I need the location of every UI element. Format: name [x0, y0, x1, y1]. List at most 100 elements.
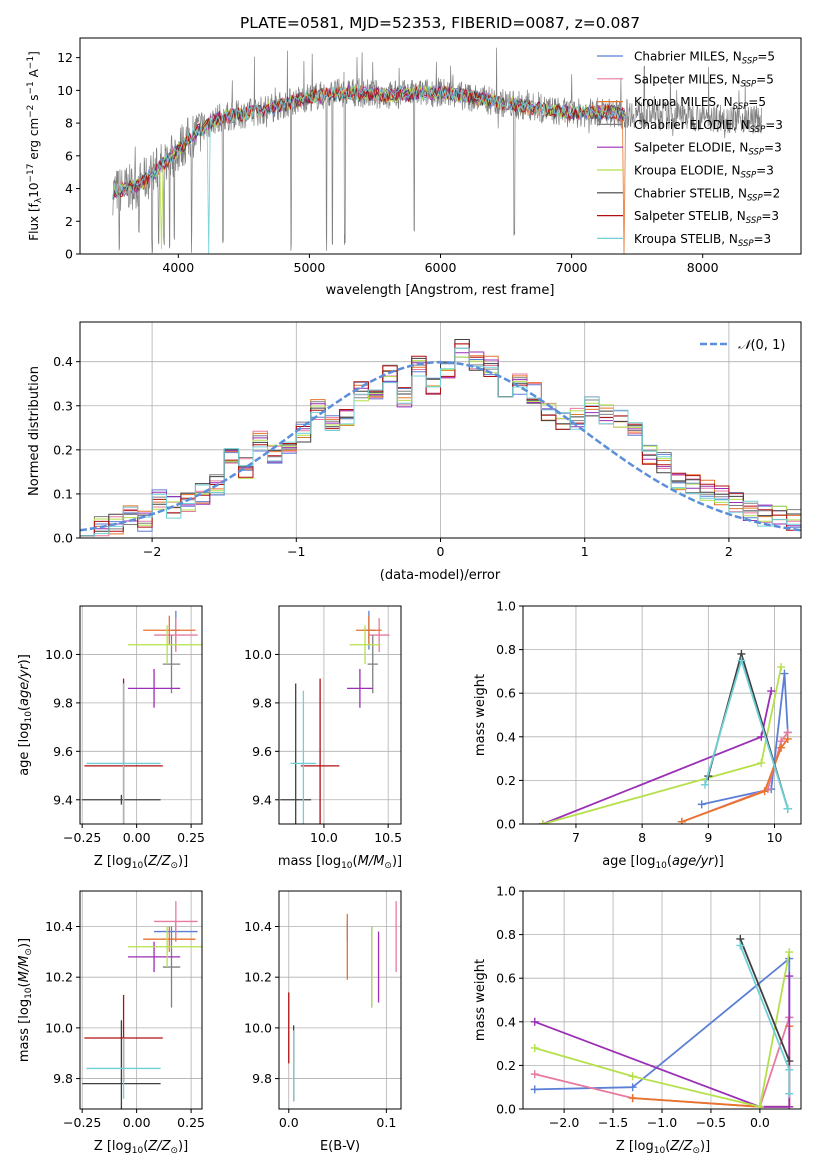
y-tick-label: 10.0	[45, 1020, 73, 1035]
legend-label: Chabrier MILES, NSSP=5	[634, 50, 775, 67]
errorbar-salpeter-elodie	[347, 668, 373, 708]
weight-line	[739, 938, 791, 1062]
y-tick-label: 4	[65, 181, 73, 196]
plot-marks	[82, 901, 202, 1109]
y-tick-label: 0.4	[496, 729, 516, 744]
weight-line	[739, 945, 791, 1094]
x-tick-label: 10.0	[310, 830, 338, 845]
plot-marks	[530, 934, 794, 1109]
residual-histogram-kroupa-stelib	[80, 347, 801, 537]
x-tick-label: 4000	[162, 260, 194, 275]
weight-series-chabrier-miles	[697, 669, 792, 809]
errorbar-salpeter-miles	[368, 618, 390, 653]
y-tick-label: 0.2	[496, 1058, 516, 1073]
y-tick-label: 9.8	[53, 695, 73, 710]
weight-point-marker	[628, 1072, 637, 1081]
errorbar-kroupa-elodie	[127, 625, 202, 665]
spectrum-xlabel: wavelength [Angstrom, rest frame]	[326, 283, 555, 298]
weight-series-kroupa-miles	[677, 734, 792, 824]
legend-label: Salpeter MILES, NSSP=5	[634, 72, 774, 89]
y-tick-label: 0.1	[53, 486, 73, 501]
errorbar-salpeter-miles	[154, 901, 198, 942]
errorbar-kroupa-miles	[143, 615, 196, 645]
y-tick-label: 0.8	[496, 642, 516, 657]
gridlines	[80, 606, 202, 824]
legend-label: Chabrier STELIB, NSSP=2	[634, 186, 780, 203]
axes-frame	[79, 890, 203, 1110]
x-tick-label: 2	[725, 544, 733, 559]
errorbar-kroupa-stelib	[290, 690, 317, 824]
axes-spines	[79, 605, 203, 825]
errorbar-kroupa-miles	[143, 926, 196, 952]
age-vs-mass-panel: 10.0 10.5 9.4 9.6 9.8 10.0	[244, 605, 402, 845]
weight-vs-metallicity-panel: −2.0 −1.5 −1.0 −0.5 0.0 0.0 0.2 0.4 0.6 0.8 1.0	[496, 884, 802, 1131]
gridlines	[279, 606, 401, 824]
ticks: −2 −1 0 1 2 0.0 0.1 0.2 0.3 0.4	[53, 354, 733, 559]
y-tick-label: 10.0	[244, 647, 272, 662]
errorbar-kroupa-stelib	[86, 1038, 161, 1099]
y-tick-label: 9.8	[252, 1071, 272, 1086]
y-tick-label: 10.2	[244, 970, 272, 985]
y-tick-label: 9.4	[252, 792, 272, 807]
x-tick-label: −0.5	[696, 1115, 726, 1130]
weight-point-marker	[628, 1083, 637, 1092]
age-ylabel-left: age [log10(age/yr)]	[17, 654, 34, 776]
x-tick-label: −0.25	[63, 1115, 101, 1130]
weight-vs-metallicity-xlabel: Z [log10(Z/Z⊙)]	[616, 1139, 710, 1156]
axes-spines	[278, 605, 402, 825]
ticks: 7 8 9 10 0.0 0.2 0.4 0.6 0.8 1.0	[496, 599, 782, 846]
weight-line	[701, 673, 789, 806]
ticks: 10.0 10.5 9.4 9.6 9.8 10.0	[244, 647, 402, 845]
weight-point-marker	[736, 941, 745, 950]
age-vs-metallicity-xlabel: Z [log10(Z/Z⊙)]	[94, 854, 188, 871]
y-tick-label: 10.0	[244, 1020, 272, 1035]
weight-point-marker	[757, 732, 766, 741]
mass-vs-reddening-xlabel: E(B-V)	[320, 1139, 360, 1154]
gridlines	[80, 891, 202, 1109]
y-tick-label: 9.6	[252, 744, 272, 759]
ticks: −0.25 0.00 0.25 9.4 9.6 9.8 10.0	[45, 647, 205, 845]
x-tick-label: 5000	[294, 260, 326, 275]
gridlines	[80, 322, 801, 539]
axes-frame	[522, 605, 802, 825]
weight-point-marker	[530, 1043, 539, 1052]
weight-line	[704, 657, 789, 809]
mass-vs-metallicity-xlabel: Z [log10(Z/Z⊙)]	[94, 1139, 188, 1156]
x-tick-label: −0.25	[63, 830, 101, 845]
weight-vs-age-panel: 7 8 9 10 0.0 0.2 0.4 0.6 0.8 1.0	[496, 599, 802, 846]
plot-marks	[288, 901, 397, 1102]
model-spectrum-kroupa-stelib	[112, 84, 627, 254]
weight-point-marker	[785, 1065, 794, 1074]
x-tick-label: 0.00	[123, 830, 151, 845]
y-tick-label: 10.4	[244, 919, 272, 934]
weight-point-marker	[737, 656, 746, 665]
ticks: 4000 5000 6000 7000 8000 0 2 4 6 8 10 12	[57, 50, 719, 275]
weight-series-salpeter-elodie	[538, 687, 776, 824]
residual-xlabel: (data-model)/error	[380, 568, 501, 583]
weight-point-marker	[538, 820, 547, 824]
weight-point-marker	[530, 1017, 539, 1026]
x-tick-label: −2	[143, 544, 161, 559]
weight-series-kroupa-elodie	[530, 948, 794, 1109]
y-tick-label: 10.2	[45, 970, 73, 985]
y-tick-label: 12	[57, 50, 73, 65]
age-vs-metallicity-panel: −0.25 0.00 0.25 9.4 9.6 9.8 10.0	[45, 605, 205, 845]
x-tick-label: 0.00	[123, 1115, 151, 1130]
ticks: −2.0 −1.5 −1.0 −0.5 0.0 0.0 0.2 0.4 0.6 0.8 1.0	[496, 884, 770, 1131]
weight-point-marker	[783, 734, 792, 743]
y-tick-label: 8	[65, 116, 73, 131]
ticks: 0.0 0.1 9.8 10.0 10.2 10.4	[244, 919, 396, 1130]
x-tick-label: 7000	[556, 260, 588, 275]
weight-vs-age-xlabel: age [log10(age/yr)]	[602, 854, 724, 871]
errorbar-chabrier-elodie	[162, 635, 181, 694]
x-tick-label: 0.0	[750, 1115, 770, 1130]
weight-point-marker	[777, 663, 786, 672]
weight-vs-metallicity-ylabel: mass weight	[473, 959, 488, 1041]
y-tick-label: 9.6	[53, 744, 73, 759]
plot-marks	[80, 339, 801, 537]
residual-legend: 𝒩(0, 1)	[700, 338, 785, 353]
weight-series-chabrier-stelib	[736, 934, 794, 1066]
weight-point-marker	[785, 972, 794, 981]
x-tick-label: 0.0	[279, 1115, 299, 1130]
weight-point-marker	[677, 817, 686, 824]
